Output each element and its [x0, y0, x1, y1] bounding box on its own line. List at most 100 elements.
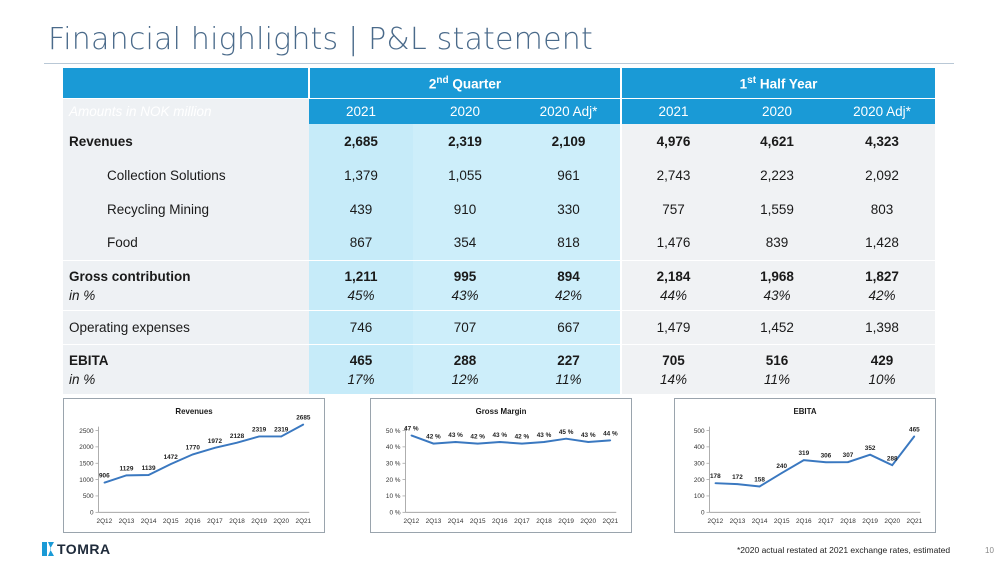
- x-tick-label: 2Q18: [536, 518, 552, 525]
- data-point: [736, 483, 739, 485]
- column-header: 2020 Adj*: [517, 97, 622, 124]
- data-label: 319: [798, 450, 809, 457]
- table-cell: 867: [309, 226, 413, 260]
- data-label: 240: [776, 463, 787, 470]
- table-cell: 1,968: [725, 259, 830, 286]
- data-label: 1139: [142, 465, 156, 472]
- data-label: 465: [909, 426, 920, 433]
- x-tick-label: 2Q21: [603, 518, 619, 525]
- x-tick-label: 2Q17: [514, 518, 530, 525]
- title-divider: [44, 63, 954, 64]
- table-cell: 803: [829, 192, 936, 226]
- data-label: 2128: [230, 433, 245, 440]
- table-cell: 818: [517, 226, 622, 260]
- gross-margin-chart-svg: Gross Margin 0 % 10 % 20 % 30 % 40 % 50 % 2Q12 2…: [386, 407, 619, 525]
- table-row-recycling-mining: Recycling Mining 439 910 330 757 1,559 8…: [63, 192, 936, 226]
- table-row-collection-solutions: Collection Solutions 1,379 1,055 961 2,7…: [63, 158, 936, 192]
- table-cell: 4,976: [620, 124, 726, 158]
- chart-title: Revenues: [175, 407, 213, 416]
- table-cell: 43%: [413, 286, 517, 310]
- table-cell: 227: [517, 343, 622, 370]
- x-tick-label: 2Q15: [163, 518, 179, 525]
- data-point: [609, 439, 612, 442]
- table-cell: 2,223: [725, 158, 830, 192]
- data-label: 43 %: [581, 432, 596, 439]
- data-label: 906: [99, 473, 110, 480]
- gross-margin-chart: Gross Margin 0 % 10 % 20 % 30 % 40 % 50 % 2Q12 2…: [370, 398, 632, 533]
- y-tick-label: 30 %: [386, 461, 401, 468]
- group-header-row: 2nd Quarter 1st Half Year: [63, 68, 936, 98]
- data-label: 2319: [252, 427, 267, 434]
- header-blank: [63, 68, 309, 98]
- data-point: [236, 441, 238, 444]
- y-tick-label: 20 %: [386, 477, 401, 484]
- x-tick-label: 2Q16: [185, 518, 201, 525]
- row-label: Operating expenses: [63, 309, 309, 344]
- data-label: 43 %: [493, 432, 508, 439]
- data-point: [432, 442, 435, 445]
- column-header-row: Amounts in NOK million 2021 2020 2020 Ad…: [63, 97, 936, 124]
- x-tick-label: 2Q16: [796, 518, 812, 525]
- page-title: Financial highlights | P&L statement: [48, 22, 593, 57]
- table-cell: 1,398: [829, 309, 936, 344]
- chart-title: Gross Margin: [476, 407, 527, 416]
- y-tick-label: 50 %: [386, 428, 401, 435]
- data-label: 42 %: [470, 434, 485, 441]
- data-label: 42 %: [515, 434, 530, 441]
- table-cell: 757: [620, 192, 726, 226]
- ebita-chart: EBITA 0 100 200 300 400 500 2Q12 2Q13 2Q14 2Q15 2Q1…: [674, 398, 936, 533]
- table-cell: 45%: [309, 286, 413, 310]
- data-point: [476, 442, 479, 445]
- table-cell: 11%: [725, 370, 830, 394]
- x-tick-label: 2Q20: [580, 518, 596, 525]
- y-tick-label: 0: [701, 510, 705, 517]
- x-tick-label: 2Q20: [884, 518, 900, 525]
- table-cell: 2,109: [517, 124, 622, 158]
- data-label: 306: [821, 452, 832, 459]
- series-line: [715, 435, 916, 488]
- table-cell: 17%: [309, 370, 413, 394]
- data-label: 1129: [120, 465, 134, 472]
- table-cell: 707: [413, 309, 517, 344]
- data-label: 2319: [274, 427, 289, 434]
- row-label: Revenues: [63, 124, 309, 158]
- table-cell: 354: [413, 226, 517, 260]
- ebita-chart-svg: EBITA 0 100 200 300 400 500 2Q12 2Q13 2Q14 2Q15 2Q1…: [694, 407, 923, 525]
- table-cell: 429: [829, 343, 936, 370]
- data-point: [169, 463, 172, 465]
- x-tick-label: 2Q13: [119, 518, 135, 525]
- series-line: [411, 434, 611, 445]
- data-label: 178: [710, 473, 721, 480]
- data-point: [410, 434, 413, 437]
- data-point: [521, 442, 523, 445]
- data-label: 172: [732, 474, 743, 481]
- data-point: [125, 474, 128, 477]
- table-cell: 43%: [725, 286, 830, 310]
- table-row-gross-pct: in % 45% 43% 42% 44% 43% 42%: [63, 286, 936, 310]
- data-point: [302, 423, 305, 426]
- data-point: [714, 482, 717, 484]
- x-tick-label: 2Q14: [141, 518, 157, 525]
- data-point: [103, 481, 106, 484]
- table-cell: 1,452: [725, 309, 830, 344]
- x-tick-label: 2Q20: [273, 518, 289, 525]
- x-tick-label: 2Q21: [907, 518, 923, 525]
- table-cell: 746: [309, 309, 413, 344]
- data-point: [913, 435, 916, 438]
- x-tick-label: 2Q13: [730, 518, 746, 525]
- y-tick-label: 0: [90, 510, 94, 517]
- data-point: [258, 435, 260, 438]
- data-label: 288: [887, 455, 898, 462]
- table-cell: 1,827: [829, 259, 936, 286]
- table-cell: 2,184: [620, 259, 726, 286]
- table-row-food: Food 867 354 818 1,476 839 1,428: [63, 226, 936, 260]
- table-cell: 439: [309, 192, 413, 226]
- data-point: [147, 474, 150, 476]
- table-cell: 839: [725, 226, 830, 260]
- x-tick-label: 2Q19: [251, 518, 267, 525]
- row-label: EBITA: [63, 343, 309, 370]
- column-header: 2021: [620, 97, 726, 124]
- table-cell: 14%: [620, 370, 726, 394]
- data-point: [780, 472, 783, 474]
- table-cell: 4,621: [725, 124, 830, 158]
